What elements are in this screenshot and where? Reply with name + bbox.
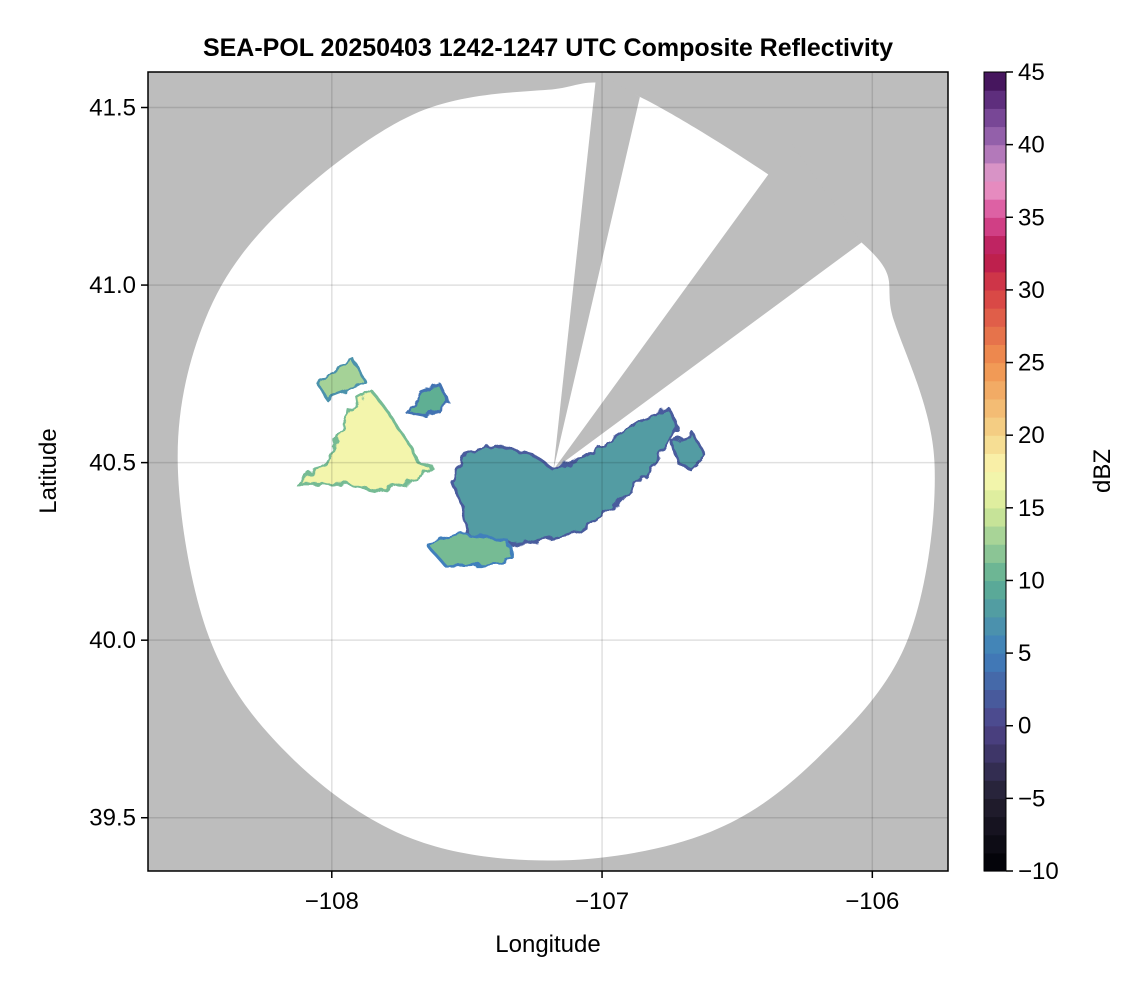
chart-title: SEA-POL 20250403 1242-1247 UTC Composite… — [203, 34, 893, 62]
x-axis: −108 −107 −106 — [305, 871, 899, 915]
grid-lines — [148, 72, 948, 871]
colorbar-segment — [984, 90, 1006, 109]
colorbar-segment — [984, 453, 1006, 473]
colorbar-tick-label: −10 — [1018, 858, 1059, 885]
colorbar-segment — [984, 362, 1006, 382]
echo-region — [316, 358, 366, 401]
colorbar-tick-label: 15 — [1018, 495, 1045, 522]
colorbar-tick-label: 5 — [1018, 640, 1031, 667]
colorbar-tick-label: −5 — [1018, 785, 1045, 812]
colorbar-segment — [984, 671, 1006, 691]
colorbar-segment — [984, 344, 1006, 364]
y-tick-label: 40.5 — [89, 450, 136, 477]
colorbar-segment — [984, 816, 1006, 836]
colorbar-segment — [984, 616, 1006, 636]
colorbar-tick-label: 35 — [1018, 204, 1045, 231]
colorbar-frame — [983, 71, 1007, 872]
blocked-sector-northeast — [553, 143, 862, 470]
colorbar-tick-label: 20 — [1018, 422, 1045, 449]
colorbar-tick-label: 0 — [1018, 713, 1031, 740]
colorbar-segment — [984, 289, 1006, 309]
colorbar-tick-label: 10 — [1018, 567, 1045, 594]
colorbar-segment — [984, 271, 1006, 291]
y-axis: 39.5 40.0 40.5 41.0 41.5 — [89, 95, 148, 832]
colorbar: −10 −5 0 5 10 15 20 25 30 35 40 45 — [983, 59, 1059, 885]
colorbar-segment — [984, 417, 1006, 436]
colorbar-segment — [984, 634, 1006, 654]
colorbar-segment — [984, 598, 1006, 618]
colorbar-tick-label: 30 — [1018, 277, 1045, 304]
colorbar-segment — [984, 525, 1006, 545]
colorbar-segment — [984, 253, 1006, 273]
reflectivity-echoes — [295, 358, 707, 568]
colorbar-segment — [984, 780, 1006, 799]
colorbar-segment — [984, 235, 1006, 255]
colorbar-segment — [984, 72, 1006, 91]
y-tick-label: 41.0 — [89, 272, 136, 299]
colorbar-segment — [984, 743, 1006, 763]
colorbar-segment — [984, 653, 1006, 672]
colorbar-segment — [984, 471, 1006, 491]
colorbar-segment — [984, 108, 1006, 128]
colorbar-segment — [984, 707, 1006, 727]
colorbar-segment — [984, 144, 1006, 164]
colorbar-segment — [984, 562, 1006, 582]
colorbar-segment — [984, 852, 1006, 872]
colorbar-segment — [984, 380, 1006, 400]
colorbar-segment — [984, 798, 1006, 818]
plot-frame — [147, 71, 949, 872]
x-axis-label: Longitude — [495, 931, 600, 958]
colorbar-segment — [984, 217, 1006, 237]
echo-region — [670, 432, 707, 472]
colorbar-segment — [984, 507, 1006, 527]
y-axis-label: Latitude — [35, 428, 62, 513]
echo-region — [295, 390, 434, 493]
colorbar-segment — [984, 689, 1006, 709]
y-tick-label: 39.5 — [89, 805, 136, 832]
y-tick-label: 41.5 — [89, 95, 136, 122]
x-tick-label: −106 — [845, 888, 899, 915]
colorbar-segment — [984, 435, 1006, 454]
echo-region — [424, 532, 515, 568]
x-tick-label: −107 — [575, 888, 629, 915]
colorbar-segment — [984, 544, 1006, 563]
colorbar-segment — [984, 398, 1006, 418]
colorbar-tick-label: 45 — [1018, 59, 1045, 86]
colorbar-segment — [984, 762, 1006, 781]
colorbar-segment — [984, 489, 1006, 509]
x-tick-label: −108 — [305, 888, 359, 915]
colorbar-segment — [984, 180, 1006, 200]
echo-region — [406, 383, 450, 418]
colorbar-segment — [984, 199, 1006, 218]
colorbar-segment — [984, 834, 1006, 854]
y-tick-label: 40.0 — [89, 627, 136, 654]
colorbar-label: dBZ — [1089, 449, 1116, 493]
colorbar-tick-label: 25 — [1018, 350, 1045, 377]
colorbar-tick-label: 40 — [1018, 132, 1045, 159]
colorbar-segment — [984, 126, 1006, 146]
blocked-sector-north — [553, 72, 640, 470]
colorbar-segment — [984, 580, 1006, 600]
colorbar-segment — [984, 162, 1006, 182]
colorbar-segment — [984, 326, 1006, 345]
colorbar-segment — [984, 308, 1006, 327]
colorbar-segment — [984, 725, 1006, 745]
